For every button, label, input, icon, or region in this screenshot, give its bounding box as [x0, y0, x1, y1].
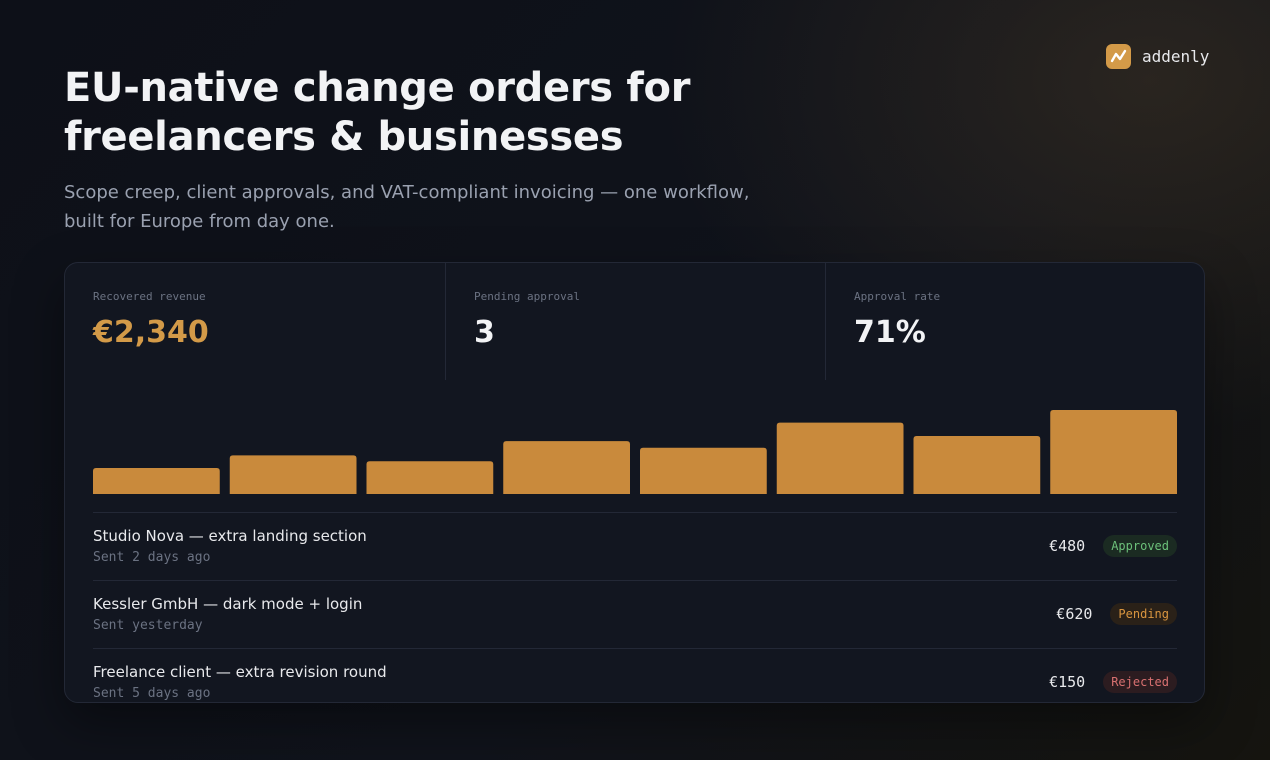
order-amount: €620	[1056, 605, 1093, 623]
brand: addenly	[1142, 47, 1210, 66]
stat-value: 71%	[854, 315, 926, 350]
subtitle: Scope creep, client approvals, and VAT-c…	[64, 182, 750, 232]
order-sent: Sent yesterday	[93, 618, 203, 633]
order-amount: €480	[1049, 537, 1086, 555]
order-row: Studio Nova — extra landing section Sent …	[93, 512, 1177, 581]
stat-label: Recovered revenue	[93, 290, 206, 303]
order-meta: €150 Rejected	[1049, 671, 1177, 693]
stat-label: Approval rate	[854, 290, 941, 303]
dashboard-card: Recovered revenue €2,340 Pending approva…	[64, 262, 1205, 703]
bar	[640, 447, 767, 494]
order-title: Freelance client — extra revision round	[93, 663, 387, 681]
bar-chart	[93, 410, 1177, 494]
bar	[1050, 410, 1177, 494]
stat-value: 3	[474, 315, 495, 350]
bar	[229, 455, 357, 494]
order-row: Kessler GmbH — dark mode + login Sent yes…	[93, 580, 1177, 649]
status-badge: Pending	[1110, 603, 1177, 625]
order-amount: €150	[1049, 673, 1086, 691]
stat-value: €2,340	[93, 315, 209, 350]
order-meta: €480 Approved	[1049, 535, 1177, 557]
bar	[776, 422, 904, 494]
order-row: Freelance client — extra revision round S…	[93, 648, 1177, 702]
order-meta: €620 Pending	[1056, 603, 1177, 625]
bar	[366, 461, 494, 494]
order-sent: Sent 2 days ago	[93, 550, 211, 565]
order-title: Kessler GmbH — dark mode + login	[93, 595, 363, 613]
title: EU-native change orders for freelancers …	[64, 65, 691, 160]
logo	[1106, 44, 1131, 69]
stat-label: Pending approval	[474, 290, 580, 303]
stat: Approval rate 71%	[825, 263, 1204, 380]
stat: Pending approval 3	[445, 263, 826, 380]
status-badge: Approved	[1103, 535, 1177, 557]
status-badge: Rejected	[1103, 671, 1177, 693]
stat: Recovered revenue €2,340	[65, 263, 445, 380]
order-title: Studio Nova — extra landing section	[93, 527, 367, 545]
bar	[913, 436, 1041, 494]
bar	[93, 467, 220, 494]
bar	[503, 441, 630, 494]
order-sent: Sent 5 days ago	[93, 686, 211, 701]
